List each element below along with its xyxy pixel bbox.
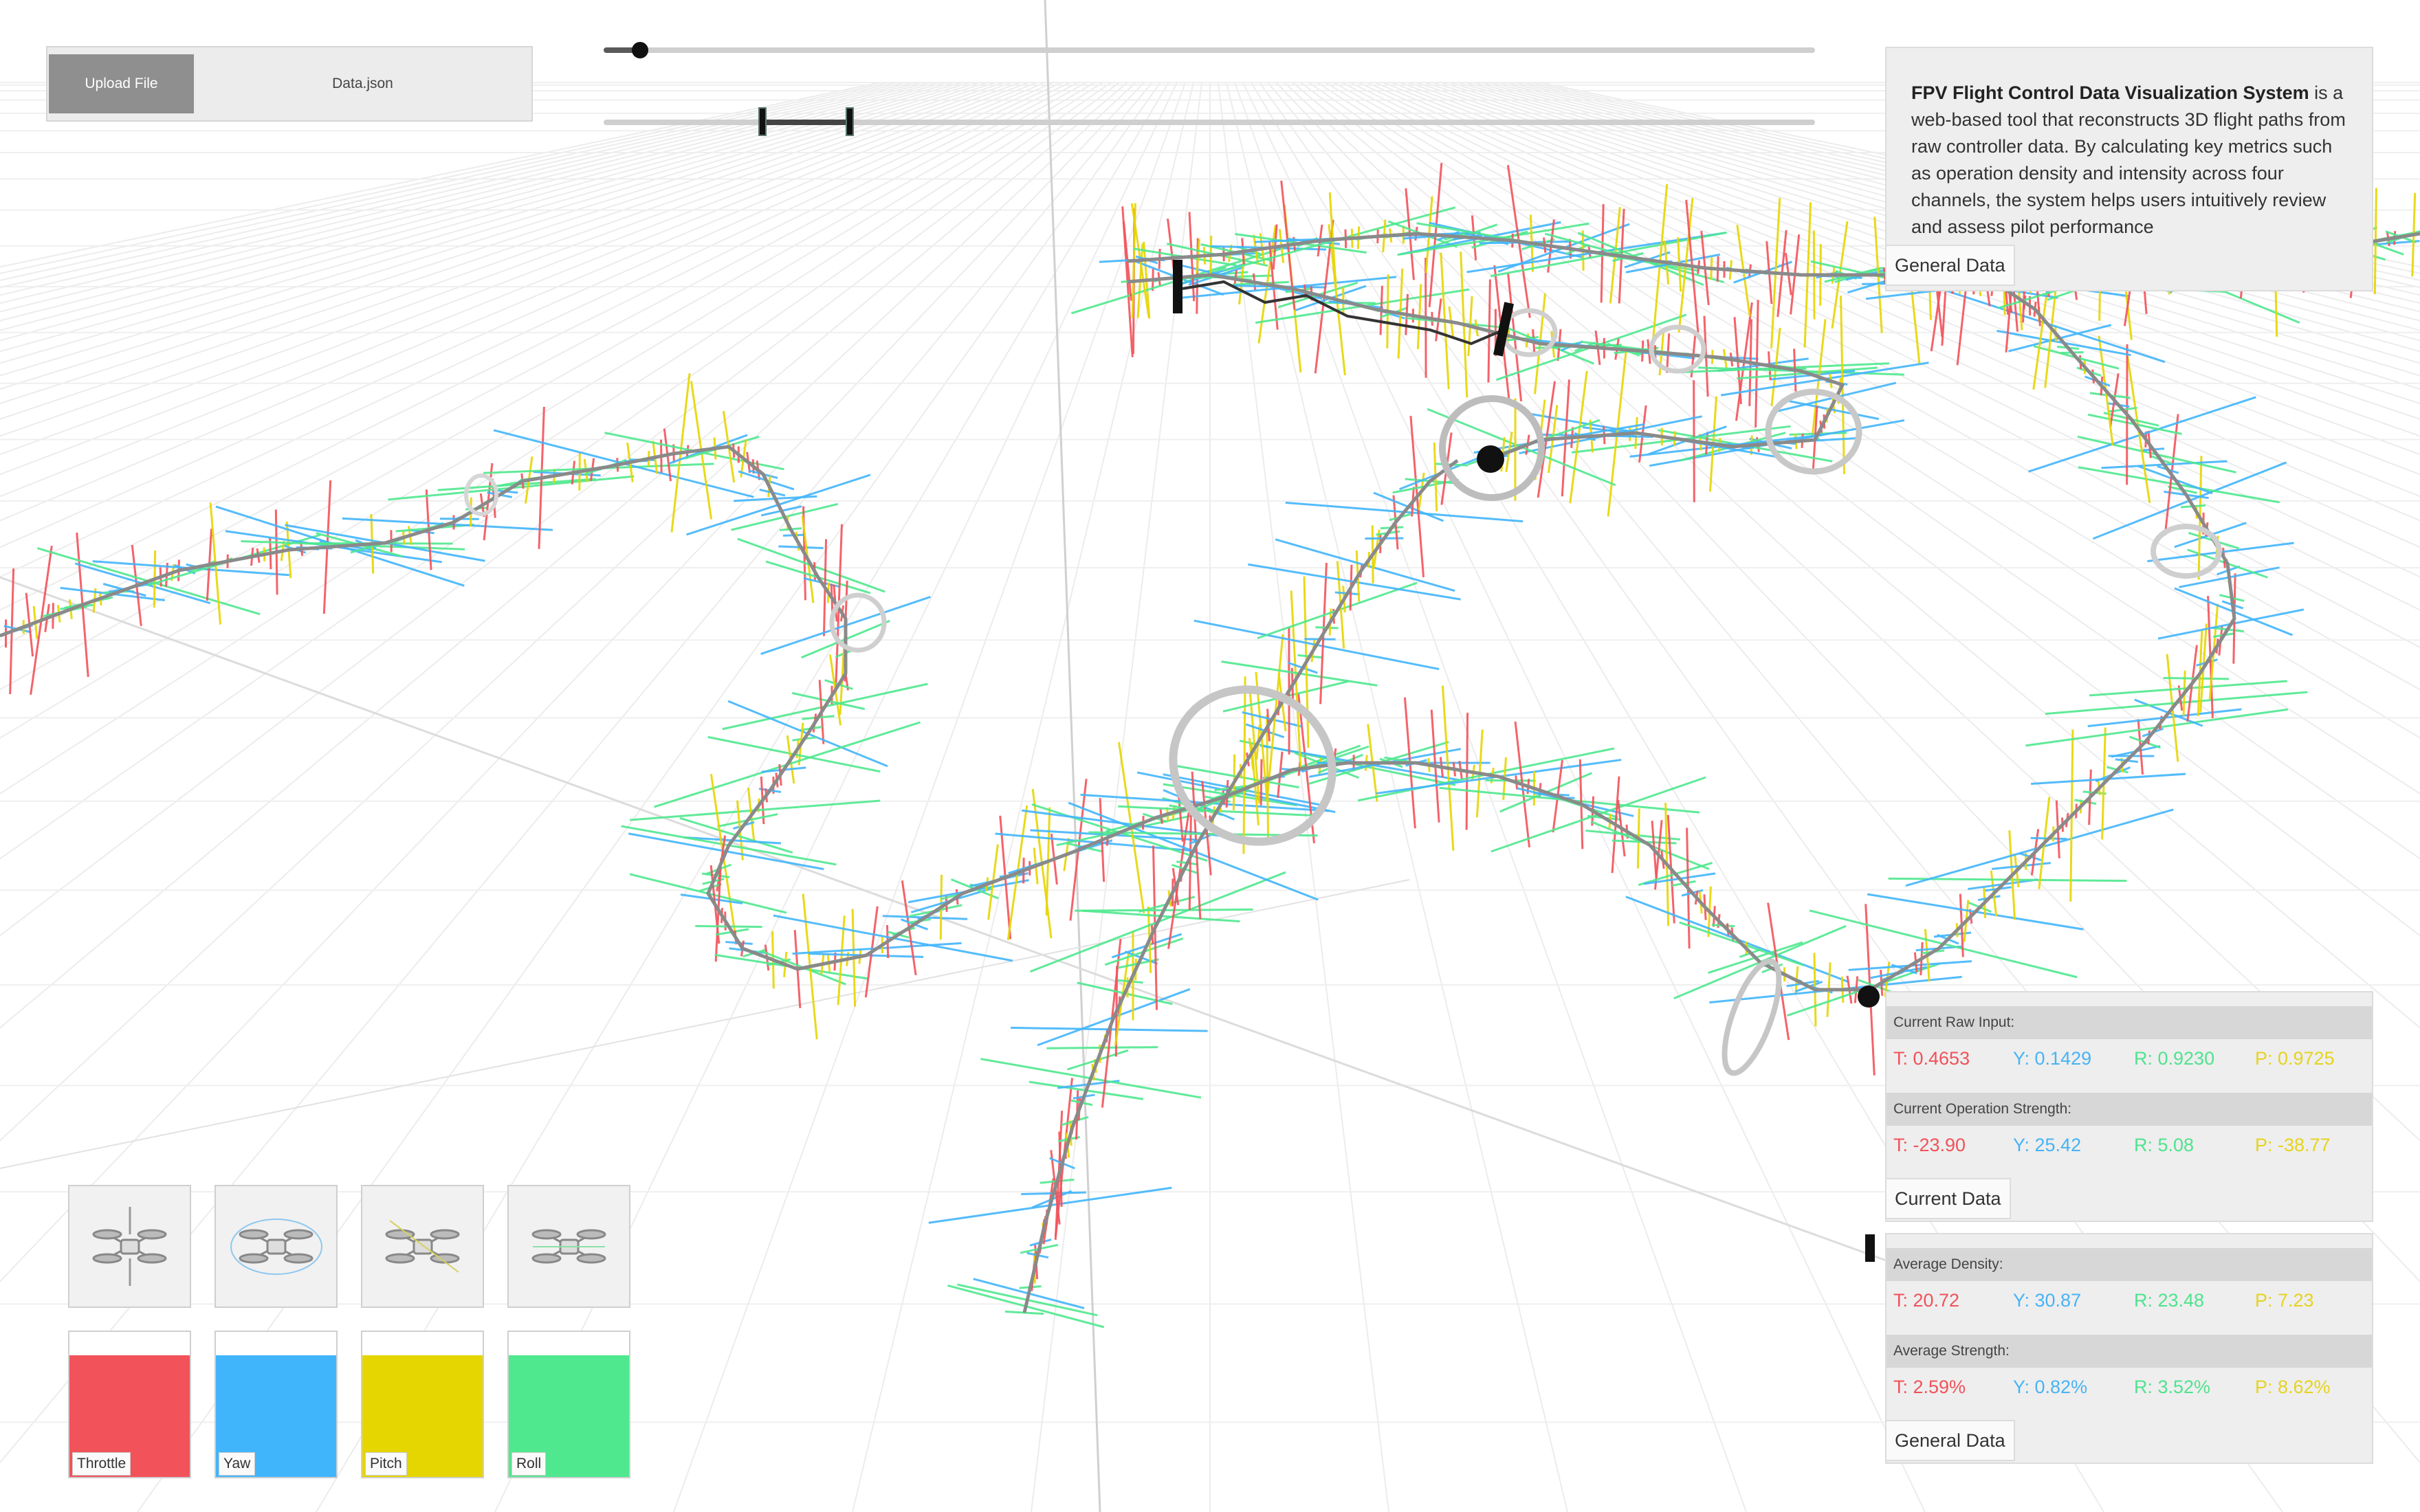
general-data-tab-bottom[interactable]: General Data (1885, 1420, 2015, 1461)
current-position-marker (1477, 445, 1504, 473)
gate-ring (1765, 388, 1862, 475)
description-panel: FPV Flight Control Data Visualization Sy… (1885, 47, 2373, 291)
average-density-values: T: 20.72 Y: 30.87 R: 23.48 P: 7.23 (1886, 1282, 2372, 1318)
general-data-tab[interactable]: General Data (1885, 245, 2015, 286)
gate-ring (1722, 958, 1782, 1076)
strength-pitch-value: P: -38.77 (2255, 1134, 2331, 1155)
legend-throttle[interactable]: Throttle (68, 1331, 191, 1478)
general-data-panel: Average Density: T: 20.72 Y: 30.87 R: 23… (1885, 1233, 2373, 1464)
density-roll-value: R: 23.48 (2134, 1289, 2205, 1311)
gate-ring (2150, 524, 2222, 579)
average-strength-values: T: 2.59% Y: 0.82% R: 3.52% P: 8.62% (1886, 1369, 2372, 1405)
range-start-handle[interactable] (758, 107, 767, 136)
strength-yaw-value: Y: 25.42 (2013, 1134, 2082, 1155)
current-data-tab[interactable]: Current Data (1885, 1178, 2011, 1219)
playback-slider[interactable] (604, 40, 1815, 60)
avg-strength-pitch-value: P: 8.62% (2255, 1376, 2331, 1397)
gate-ring (1169, 685, 1336, 846)
strength-roll-value: R: 5.08 (2134, 1134, 2194, 1155)
average-strength-header: Average Strength: (1886, 1335, 2372, 1368)
selected-range-path (1182, 280, 1504, 346)
description-title: FPV Flight Control Data Visualization Sy… (1911, 82, 2309, 103)
drone-yaw-icon[interactable] (214, 1185, 338, 1308)
upload-file-button[interactable]: Upload File (49, 54, 194, 113)
legend-pitch[interactable]: Pitch (361, 1331, 484, 1478)
description-text: FPV Flight Control Data Visualization Sy… (1911, 80, 2351, 241)
position-markers[interactable] (1173, 260, 1880, 1262)
raw-throttle-value: T: 0.4653 (1893, 1047, 1970, 1069)
description-body: is a web-based tool that reconstructs 3D… (1911, 82, 2346, 237)
range-slider[interactable] (604, 107, 1815, 137)
raw-pitch-value: P: 0.9725 (2255, 1047, 2335, 1069)
avg-strength-roll-value: R: 3.52% (2134, 1376, 2211, 1397)
file-name-label: Data.json (332, 76, 393, 91)
flight-path-segment (1022, 459, 1459, 1313)
gate-ring (1439, 395, 1545, 501)
upload-panel: Upload File Data.json (46, 46, 533, 122)
density-throttle-value: T: 20.72 (1893, 1289, 1960, 1311)
current-data-panel: Current Raw Input: T: 0.4653 Y: 0.1429 R… (1885, 991, 2373, 1222)
range-slider-fill (762, 120, 850, 125)
pitch-label: Pitch (365, 1452, 407, 1476)
flight-path-segment (0, 280, 2236, 992)
density-pitch-value: P: 7.23 (2255, 1289, 2314, 1311)
current-strength-values: T: -23.90 Y: 25.42 R: 5.08 P: -38.77 (1886, 1127, 2372, 1163)
range-end-handle[interactable] (845, 107, 854, 136)
average-density-header: Average Density: (1886, 1248, 2372, 1281)
playback-slider-knob[interactable] (631, 42, 648, 58)
avg-strength-throttle-value: T: 2.59% (1893, 1376, 1966, 1397)
roll-label: Roll (512, 1452, 547, 1476)
range-slider-track[interactable] (604, 120, 1815, 125)
current-raw-input-header: Current Raw Input: (1886, 1006, 2372, 1039)
flight-path-segment (1127, 273, 1845, 461)
range-start-marker (1173, 260, 1182, 313)
strength-throttle-value: T: -23.90 (1893, 1134, 1966, 1155)
drone-roll-icon[interactable] (507, 1185, 630, 1308)
range-end-marker (1493, 302, 1514, 357)
path-end-marker (1858, 986, 1880, 1008)
raw-yaw-value: Y: 0.1429 (2013, 1047, 2092, 1069)
current-strength-header: Current Operation Strength: (1886, 1093, 2372, 1126)
scene-axes (0, 0, 1898, 1512)
gate-ring (829, 592, 887, 653)
range-marker-small (1865, 1234, 1875, 1262)
drone-pitch-icon[interactable] (361, 1185, 484, 1308)
current-raw-input-values: T: 0.4653 Y: 0.1429 R: 0.9230 P: 0.9725 (1886, 1041, 2372, 1076)
gate-ring (464, 474, 498, 516)
drone-throttle-icon[interactable] (68, 1185, 191, 1308)
legend-roll[interactable]: Roll (507, 1331, 630, 1478)
gate-ring (1649, 324, 1706, 374)
avg-strength-yaw-value: Y: 0.82% (2013, 1376, 2088, 1397)
density-yaw-value: Y: 30.87 (2013, 1289, 2082, 1311)
yaw-label: Yaw (219, 1452, 256, 1476)
playback-slider-track[interactable] (604, 47, 1815, 53)
throttle-label: Throttle (72, 1452, 131, 1476)
gate-rings (464, 308, 2222, 1076)
playback-slider-fill (604, 47, 640, 53)
legend-yaw[interactable]: Yaw (214, 1331, 338, 1478)
raw-roll-value: R: 0.9230 (2134, 1047, 2215, 1069)
